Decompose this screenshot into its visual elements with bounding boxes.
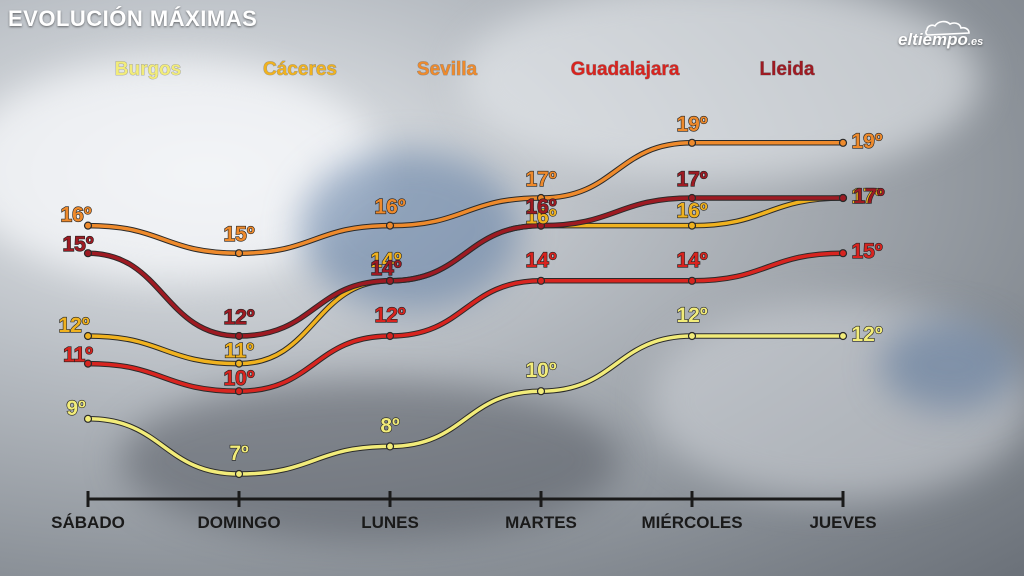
data-point — [83, 414, 93, 423]
data-point — [687, 221, 697, 230]
data-label: 14º — [525, 249, 556, 272]
chart-title: EVOLUCIÓN MÁXIMAS — [8, 6, 258, 31]
data-label: 10º — [223, 367, 254, 390]
series-line-cáceres — [86, 196, 845, 366]
series-line-guadalajara — [86, 251, 845, 393]
data-label: 14º — [370, 257, 401, 280]
data-point — [838, 193, 848, 203]
legend-item-sevilla: Sevilla — [417, 59, 478, 80]
series-points — [83, 138, 848, 479]
data-label: 19º — [676, 113, 707, 136]
x-tick-label: JUEVES — [809, 513, 876, 532]
legend-item-lleida: Lleida — [760, 59, 815, 80]
data-point — [83, 359, 93, 368]
data-point — [234, 469, 244, 479]
data-point — [385, 442, 395, 451]
data-label: 15º — [62, 233, 93, 256]
data-point — [536, 387, 546, 396]
data-label: 15º — [851, 240, 882, 263]
data-label: 15º — [223, 223, 254, 246]
data-label: 16º — [676, 200, 707, 223]
data-point — [83, 249, 93, 258]
cloud-background — [120, 380, 620, 540]
x-tick-label: LUNES — [361, 513, 419, 532]
data-label: 12º — [58, 314, 89, 337]
cloud-background — [460, 0, 980, 180]
data-label: 19º — [851, 130, 882, 153]
data-point — [83, 331, 93, 341]
data-label: 7º — [229, 442, 249, 465]
data-label: 11º — [63, 344, 93, 367]
data-label: 11º — [224, 340, 254, 363]
data-label: 12º — [676, 304, 707, 327]
logo-name: eltiempo — [898, 30, 968, 49]
data-point — [687, 193, 697, 203]
legend-item-guadalajara: Guadalajara — [571, 59, 680, 80]
data-point — [687, 331, 697, 341]
series-line-outline — [85, 195, 846, 339]
cloud-logo-icon — [925, 20, 970, 36]
data-point — [234, 249, 244, 258]
data-point — [385, 276, 395, 285]
data-label: 10º — [525, 359, 556, 382]
data-point — [234, 331, 244, 341]
x-tick-label: MARTES — [505, 513, 577, 532]
data-point — [687, 276, 697, 285]
series-line-sevilla — [86, 141, 845, 255]
data-label: 17º — [851, 185, 882, 208]
data-point — [536, 221, 546, 230]
x-axis: SÁBADO DOMINGO LUNES MARTES MIÉRCOLES JUEVES — [51, 491, 877, 532]
cloud-background — [880, 320, 1020, 410]
data-label: 16º — [60, 204, 91, 227]
series-line-outline — [85, 333, 846, 477]
x-tick-label: DOMINGO — [197, 513, 280, 532]
data-point — [687, 138, 697, 147]
x-tick-label: SÁBADO — [51, 513, 125, 532]
data-point — [234, 387, 244, 396]
x-tick-label: MIÉRCOLES — [641, 513, 742, 532]
legend: Burgos Cáceres Sevilla Guadalajara Lleida — [114, 59, 815, 81]
data-point — [234, 359, 244, 368]
data-point — [838, 249, 848, 258]
data-label: 12º — [851, 323, 882, 346]
legend-item-burgos: Burgos — [115, 59, 182, 80]
series-line-lleida — [86, 196, 845, 338]
data-label: 8º — [380, 414, 400, 437]
series-line-outline — [85, 250, 846, 394]
data-point — [385, 331, 395, 341]
data-label: 12º — [374, 304, 405, 327]
data-point — [536, 276, 546, 285]
data-label: 17º — [525, 168, 556, 191]
series-line-burgos — [86, 334, 845, 476]
data-label: 12º — [223, 306, 254, 329]
data-point — [838, 331, 848, 341]
legend-item-cáceres: Cáceres — [263, 59, 337, 80]
data-label: 16º — [525, 206, 556, 229]
data-label: 14º — [370, 249, 401, 272]
data-label: 17º — [853, 185, 884, 208]
logo-suffix: .es — [967, 36, 984, 48]
data-point — [385, 221, 395, 230]
logo[interactable]: eltiempo.es — [898, 30, 983, 50]
data-point — [536, 193, 546, 203]
data-label: 14º — [676, 249, 707, 272]
series-lines — [85, 140, 846, 477]
data-label: 16º — [525, 196, 556, 219]
data-label: 17º — [676, 168, 707, 191]
data-point — [838, 138, 848, 147]
data-label: 9º — [66, 397, 86, 420]
data-label: 16º — [374, 196, 405, 219]
data-point — [83, 221, 93, 230]
